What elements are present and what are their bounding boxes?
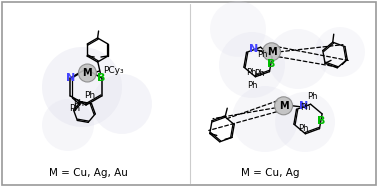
Text: N: N [299, 101, 308, 111]
Text: M = Cu, Ag, Au: M = Cu, Ag, Au [48, 168, 127, 178]
Text: N: N [66, 73, 75, 83]
Text: PCy₃: PCy₃ [104, 65, 124, 74]
Text: Ph: Ph [73, 99, 84, 108]
Text: M: M [279, 101, 288, 111]
Text: Ph: Ph [307, 92, 318, 101]
Text: B: B [98, 73, 106, 83]
Text: B: B [317, 116, 325, 126]
Text: N: N [249, 44, 258, 54]
Circle shape [274, 97, 293, 115]
Text: M: M [83, 68, 92, 78]
Text: Ph: Ph [297, 124, 308, 133]
Text: Ph: Ph [300, 103, 311, 112]
FancyBboxPatch shape [2, 2, 376, 185]
Circle shape [42, 99, 94, 151]
Circle shape [42, 47, 122, 127]
Circle shape [268, 29, 328, 89]
Circle shape [263, 43, 280, 61]
Text: Ph: Ph [84, 91, 95, 99]
Circle shape [232, 86, 298, 152]
Circle shape [210, 1, 266, 57]
Circle shape [92, 74, 152, 134]
Circle shape [315, 27, 365, 77]
Text: Ph: Ph [254, 69, 265, 78]
Text: Ph: Ph [247, 81, 258, 90]
Text: B: B [266, 59, 275, 69]
Text: M: M [267, 47, 276, 57]
Text: Ph: Ph [257, 50, 267, 59]
Circle shape [219, 32, 285, 98]
Circle shape [78, 64, 96, 82]
Text: Ph: Ph [246, 68, 256, 77]
Circle shape [275, 92, 335, 152]
Text: M = Cu, Ag: M = Cu, Ag [241, 168, 299, 178]
Text: Ph: Ph [70, 103, 81, 113]
